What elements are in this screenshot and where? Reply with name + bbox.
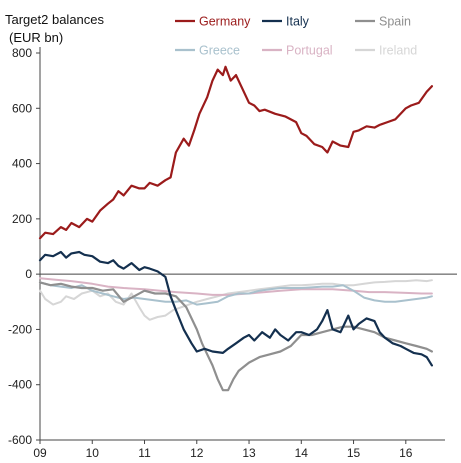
legend-label-ireland: Ireland	[379, 44, 417, 58]
y-tick-label: -200	[8, 322, 32, 336]
series-line-germany	[38, 65, 433, 240]
legend-label-spain: Spain	[379, 15, 411, 29]
x-tick-label: 16	[399, 446, 413, 460]
legend: Germany Italy Spain Greece Portugal Ireland	[175, 15, 417, 58]
x-tick-label: 10	[86, 446, 100, 460]
y-axis-title-line-1: Target2 balances	[5, 12, 105, 27]
legend-label-portugal: Portugal	[286, 44, 333, 58]
y-axis-title-line-2: (EUR bn)	[9, 30, 63, 45]
legend-label-greece: Greece	[199, 44, 240, 58]
x-tick-label: 13	[242, 446, 256, 460]
x-tick-label: 11	[138, 446, 151, 460]
y-tick-label: -400	[8, 378, 32, 392]
y-tick-label: 600	[12, 101, 32, 115]
x-tick-label: 14	[295, 446, 309, 460]
y-axis-title: Target2 balances (EUR bn)	[5, 12, 105, 45]
series-line-greece	[39, 281, 433, 306]
y-tick-label: 200	[12, 212, 32, 226]
series-line-ireland	[39, 279, 433, 321]
legend-label-italy: Italy	[286, 15, 310, 29]
x-tick-label: 15	[347, 446, 361, 460]
x-tick-label: 09	[33, 446, 47, 460]
series-line-italy	[38, 250, 433, 367]
y-tick-label: 0	[25, 267, 32, 281]
y-tick-label: 400	[12, 157, 32, 171]
y-tick-label: 800	[12, 46, 32, 60]
legend-label-germany: Germany	[199, 15, 251, 29]
x-tick-label: 12	[190, 446, 204, 460]
y-tick-label: -600	[8, 433, 32, 447]
series-layer	[38, 65, 433, 392]
series-line-spain	[38, 281, 433, 392]
